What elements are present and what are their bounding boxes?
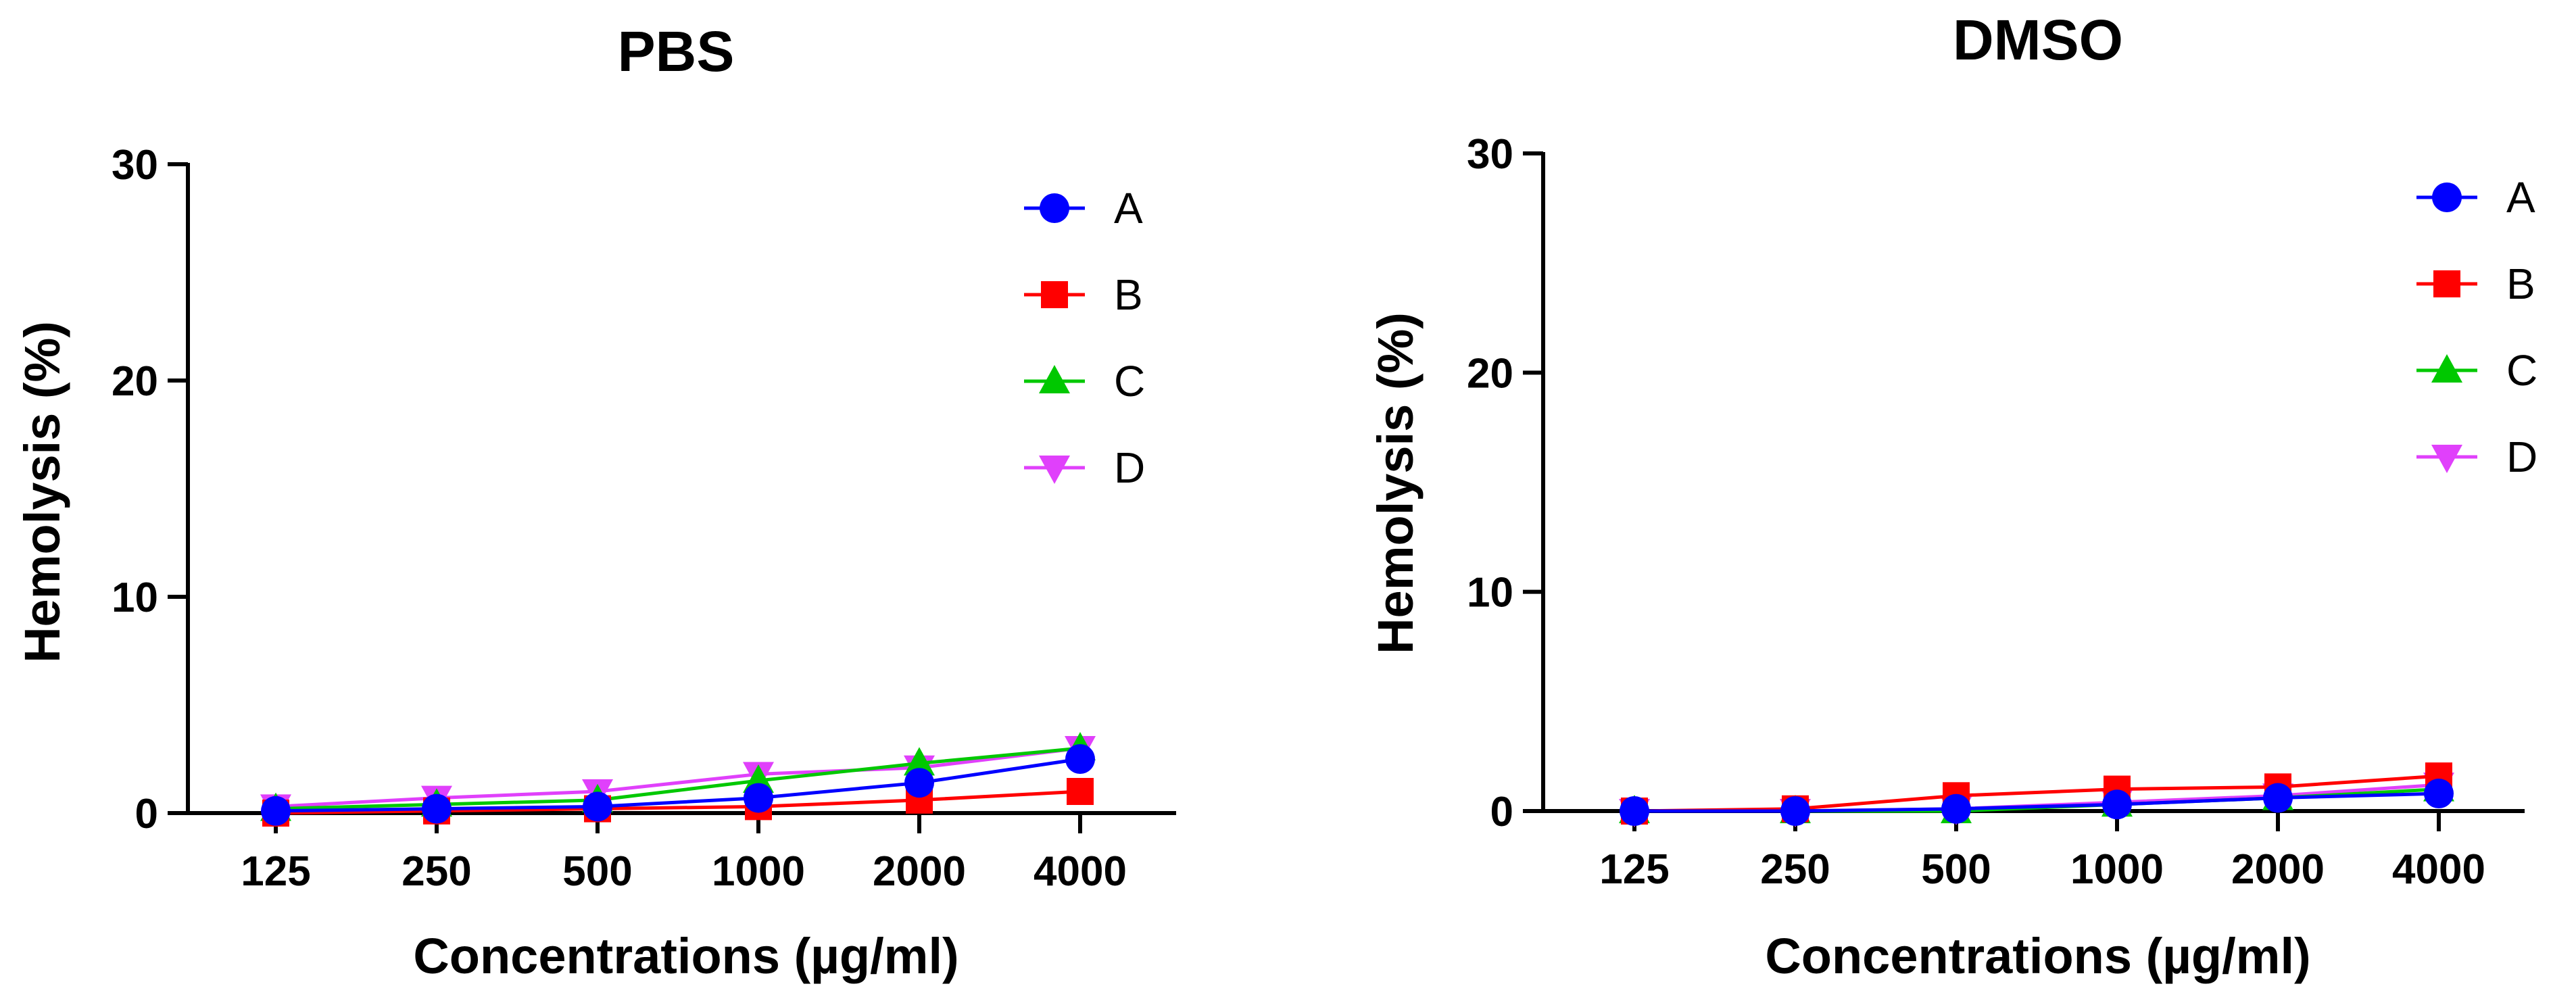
x-tick-label: 250 [1760,846,1830,893]
chart-pbs: PBS Hemolysis (%) Concentrations (µg/ml)… [14,20,1176,984]
y-tick-label: 0 [135,791,158,837]
data-point [2263,783,2293,813]
data-point [1780,796,1810,826]
legend-marker [2432,182,2462,212]
legend-item-A: A [1024,184,1143,233]
y-tick-label: 20 [1467,350,1513,397]
x-tick-label: 125 [1599,846,1669,893]
legend-marker [2433,270,2460,297]
x-tick-label: 500 [1921,846,1991,893]
y-tick-label: 30 [1467,131,1513,178]
x-tick-label: 4000 [1034,848,1127,895]
x-axis-label: Concentrations (µg/ml) [413,928,958,984]
y-tick-label: 0 [1490,789,1513,835]
data-point [583,791,612,822]
chart-dmso: DMSO Hemolysis (%) Concentrations (µg/ml… [1367,8,2537,984]
legend-label: A [1114,184,1143,233]
data-point [1620,796,1649,826]
legend-item-A: A [2416,173,2535,222]
legend-item-D: D [1024,443,1145,492]
y-tick-label: 10 [1467,570,1513,616]
series-line [1634,774,2439,813]
series-D [1619,773,2454,827]
data-point [904,768,934,798]
series-layer [260,732,1096,827]
x-tick-label: 4000 [2392,846,2485,893]
legend-label: B [1114,270,1143,319]
legend-label: D [2506,433,2537,481]
legend-item-D: D [2416,433,2537,481]
y-axis-label: Hemolysis (%) [1367,312,1424,654]
legend-marker [1041,281,1068,308]
data-point [422,793,452,824]
data-point [2424,779,2454,809]
legend-label: B [2506,260,2535,308]
chart-title: PBS [618,20,735,83]
chart-title: DMSO [1953,8,2123,72]
legend-label: C [1114,357,1145,406]
series-line [275,746,1081,808]
legend-marker [1039,365,1070,393]
x-tick-label: 250 [402,848,471,895]
legend-marker [2431,445,2462,473]
x-tick-label: 2000 [873,848,966,895]
data-point [261,796,291,826]
x-axis-label: Concentrations (µg/ml) [1765,928,2310,984]
legend-item-C: C [2416,346,2537,395]
series-A [1620,779,2454,826]
legend-item-C: C [1024,357,1145,406]
series-line [275,789,1081,815]
data-point [2102,789,2132,820]
x-tick-label: 1000 [712,848,805,895]
data-point [744,783,773,813]
y-tick-label: 10 [112,574,158,621]
x-tick-label: 2000 [2231,846,2325,893]
series-layer [1619,762,2454,827]
series-line [1634,791,2439,813]
series-line [275,746,1081,811]
data-point [1065,744,1095,774]
legend-marker [2431,354,2462,383]
x-tick-label: 125 [241,848,310,895]
y-tick-label: 30 [112,142,158,189]
data-point [904,747,935,776]
data-point [1067,778,1094,805]
legend-label: D [1114,443,1145,492]
series-line [275,757,1081,813]
legend-label: A [2506,173,2535,222]
axes: 0 10 20 30 125 250 500 1000 2000 4000 [112,142,1176,895]
y-axis-label: Hemolysis (%) [14,321,70,663]
y-tick-label: 20 [112,358,158,405]
axes: 0 10 20 30 125 250 500 1000 2000 4000 [1467,131,2525,893]
data-point [1941,793,1971,824]
x-tick-label: 500 [562,848,632,895]
legend-item-B: B [1024,270,1143,319]
x-tick-label: 1000 [2070,846,2164,893]
series-A [261,744,1095,826]
legend-label: C [2506,346,2537,395]
legend-marker [1040,193,1069,223]
legend-marker [1039,456,1070,484]
legend-item-B: B [2416,260,2535,308]
